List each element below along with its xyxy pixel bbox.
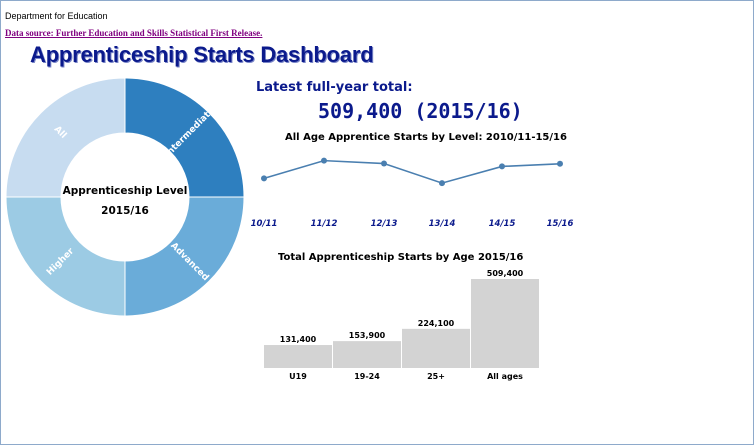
line-chart-title: All Age Apprentice Starts by Level: 2010… xyxy=(285,132,567,143)
apprenticeship-level-donut-chart[interactable]: IntermediateAdvancedHigherAllApprentices… xyxy=(0,70,260,330)
donut-center-label: Apprenticeship Level xyxy=(63,185,188,197)
bar-category-label: U19 xyxy=(289,372,307,381)
line-series xyxy=(263,159,561,184)
department-label: Department for Education xyxy=(5,11,108,21)
bar-category-label: 25+ xyxy=(427,372,445,381)
line-point-12/13[interactable] xyxy=(381,160,387,167)
line-x-tick-label: 11/12 xyxy=(311,219,338,229)
line-point-13/14[interactable] xyxy=(439,180,445,187)
donut-slice-higher[interactable] xyxy=(5,196,126,317)
bar-25+[interactable] xyxy=(402,328,470,368)
donut-slice-all[interactable] xyxy=(5,77,126,198)
line-x-tick-label: 13/14 xyxy=(429,219,456,229)
bar-category-label: 19-24 xyxy=(354,372,380,381)
line-point-15/16[interactable] xyxy=(557,160,563,167)
line-x-tick-label: 15/16 xyxy=(547,219,574,229)
bar-all-ages[interactable] xyxy=(471,279,539,368)
bar-19-24[interactable] xyxy=(333,341,401,368)
dashboard-title: Apprenticeship Starts Dashboard xyxy=(30,42,374,67)
bar-value-label: 153,900 xyxy=(349,331,386,340)
line-point-10/11[interactable] xyxy=(261,175,267,182)
bar-chart-title: Total Apprenticeship Starts by Age 2015/… xyxy=(278,252,524,263)
data-source-link[interactable]: Data source: Further Education and Skill… xyxy=(5,28,263,38)
line-x-tick-label: 10/11 xyxy=(251,219,278,229)
line-point-14/15[interactable] xyxy=(499,163,505,170)
bar-value-label: 509,400 xyxy=(487,269,524,278)
latest-total-value: 509,400 (2015/16) xyxy=(318,99,523,123)
line-point-11/12[interactable] xyxy=(321,157,327,164)
bar-value-label: 224,100 xyxy=(418,319,455,328)
latest-total-label: Latest full-year total: xyxy=(256,80,413,95)
donut-slice-intermediate[interactable] xyxy=(124,77,245,198)
line-x-tick-label: 12/13 xyxy=(371,219,398,229)
donut-center-sublabel: 2015/16 xyxy=(101,205,149,217)
line-x-tick-label: 14/15 xyxy=(489,219,516,229)
bar-u19[interactable] xyxy=(264,345,332,368)
bar-category-label: All ages xyxy=(487,372,523,381)
starts-by-level-line-chart: 10/11 11/12 12/13 13/14 14/15 15/16 xyxy=(251,157,574,229)
donut-slice-advanced[interactable] xyxy=(124,196,245,317)
bar-value-label: 131,400 xyxy=(280,335,317,344)
starts-by-age-bar-chart: 131,400 U19 153,900 19-24 224,100 25+ 509,400 A… xyxy=(264,269,539,381)
